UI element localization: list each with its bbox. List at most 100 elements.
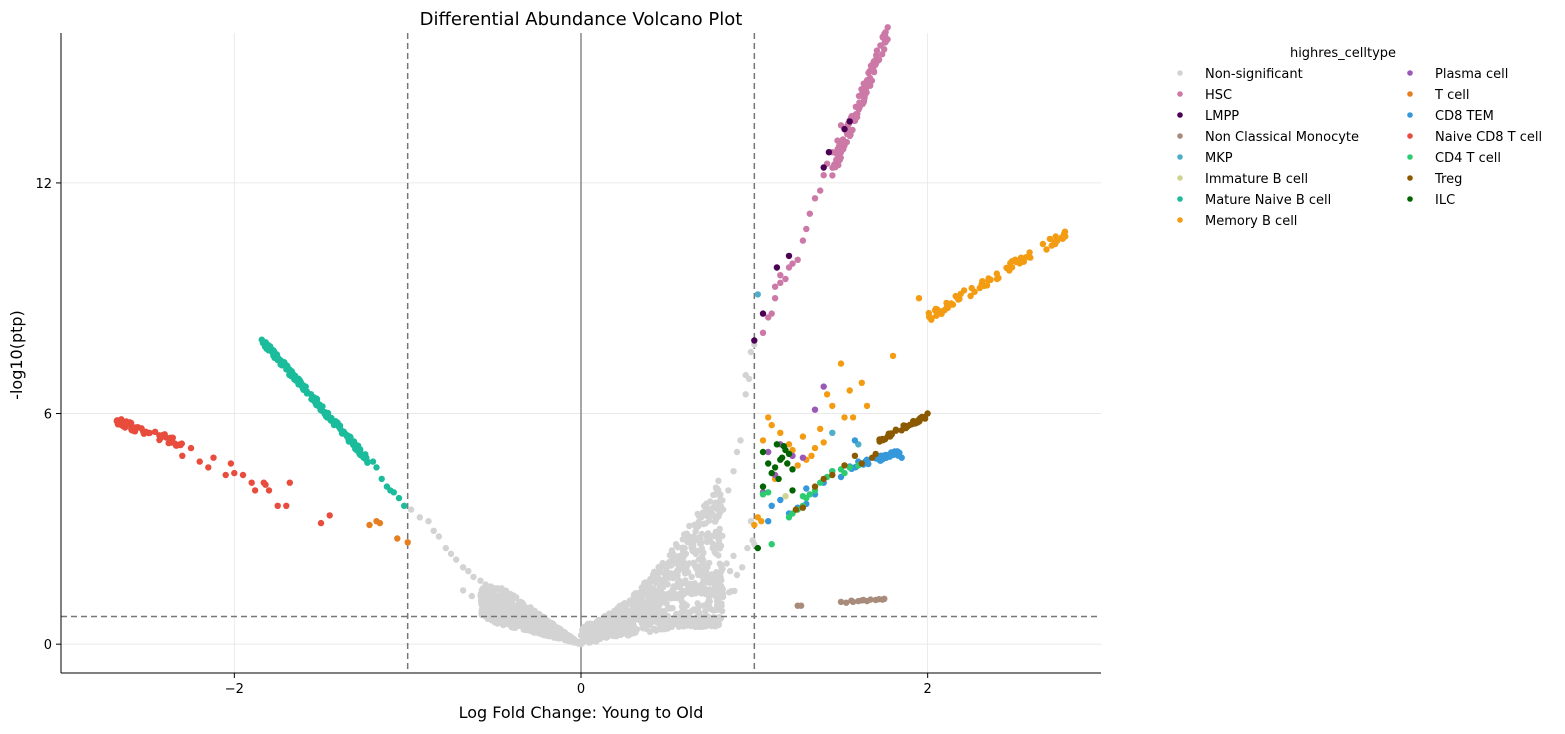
x-axis-label: Log Fold Change: Young to Old: [459, 703, 704, 722]
data-point: [820, 439, 827, 446]
data-point: [447, 550, 455, 557]
data-point: [896, 449, 903, 456]
data-point: [157, 434, 164, 442]
data-point: [811, 444, 819, 452]
data-point: [516, 611, 523, 618]
data-point: [853, 113, 861, 121]
data-point: [839, 136, 847, 143]
data-point: [841, 469, 848, 477]
series-mature-naive-b-cell: [258, 336, 408, 509]
data-point: [288, 372, 295, 380]
data-point: [222, 471, 229, 479]
data-point: [669, 585, 677, 593]
data-point: [858, 460, 865, 467]
data-point: [288, 368, 295, 375]
data-point: [785, 441, 793, 448]
data-point: [716, 580, 723, 587]
data-point: [782, 493, 789, 500]
data-point: [737, 437, 744, 444]
data-point: [681, 618, 688, 626]
legend-item: MKP: [1177, 151, 1233, 166]
data-point: [518, 620, 525, 627]
data-point: [768, 541, 775, 548]
data-point: [680, 558, 687, 565]
legend-label: Memory B cell: [1205, 214, 1297, 229]
data-point: [555, 633, 562, 640]
data-point: [717, 573, 724, 581]
data-point: [719, 586, 726, 593]
data-point: [674, 544, 682, 551]
data-point: [703, 568, 710, 575]
data-point: [120, 423, 127, 430]
data-point: [777, 272, 784, 279]
data-point: [892, 427, 900, 434]
data-point: [453, 556, 460, 563]
data-point: [806, 210, 813, 217]
data-point: [820, 475, 827, 483]
data-point: [1017, 254, 1025, 261]
data-point: [1039, 240, 1047, 248]
data-point: [1043, 246, 1050, 253]
legend-marker: [1407, 196, 1413, 202]
data-point: [647, 610, 654, 617]
data-point: [878, 455, 886, 462]
data-point: [726, 567, 734, 575]
data-point: [702, 608, 709, 615]
data-point: [698, 530, 705, 538]
data-point: [700, 602, 707, 609]
data-point: [867, 62, 875, 69]
legend-marker: [1177, 175, 1183, 181]
data-point: [662, 591, 669, 598]
data-point: [696, 623, 704, 630]
data-point: [765, 448, 772, 456]
data-point: [751, 337, 758, 344]
data-point: [799, 433, 807, 440]
data-point: [340, 428, 347, 435]
data-point: [196, 458, 203, 465]
data-point: [723, 560, 730, 567]
data-point: [231, 469, 238, 477]
data-point: [873, 47, 881, 54]
data-point: [491, 618, 498, 625]
data-point: [703, 533, 711, 540]
data-point: [490, 590, 497, 598]
data-point: [524, 618, 531, 626]
data-point: [841, 125, 848, 133]
legend-label: LMPP: [1205, 109, 1239, 124]
data-point: [751, 521, 758, 529]
series-t-cell: [366, 518, 411, 546]
data-point: [327, 417, 334, 424]
data-point: [778, 454, 786, 461]
data-point: [684, 538, 691, 546]
legend-item: Treg: [1407, 172, 1462, 187]
data-point: [661, 597, 668, 604]
data-point: [768, 421, 775, 429]
legend-item: Mature Naive B cell: [1177, 193, 1331, 208]
data-point: [606, 619, 614, 626]
data-point: [657, 576, 664, 583]
y-tick-label: 0: [44, 638, 52, 653]
data-point: [703, 621, 711, 628]
data-point: [321, 410, 328, 418]
data-point: [347, 438, 354, 445]
legend-label: HSC: [1205, 88, 1232, 103]
legend-label: Immature B cell: [1205, 172, 1308, 187]
data-point: [773, 441, 781, 448]
data-point: [554, 624, 561, 631]
data-point: [876, 436, 883, 443]
data-point: [483, 585, 490, 592]
data-point: [928, 315, 935, 322]
data-point: [811, 406, 819, 413]
data-point: [995, 274, 1002, 282]
data-point: [265, 344, 272, 351]
data-point: [645, 581, 653, 589]
data-point: [785, 252, 793, 260]
data-point: [693, 565, 700, 573]
data-point: [768, 469, 775, 477]
data-point: [765, 414, 772, 421]
data-point: [714, 541, 722, 548]
data-point: [713, 505, 721, 513]
data-point: [650, 596, 657, 604]
